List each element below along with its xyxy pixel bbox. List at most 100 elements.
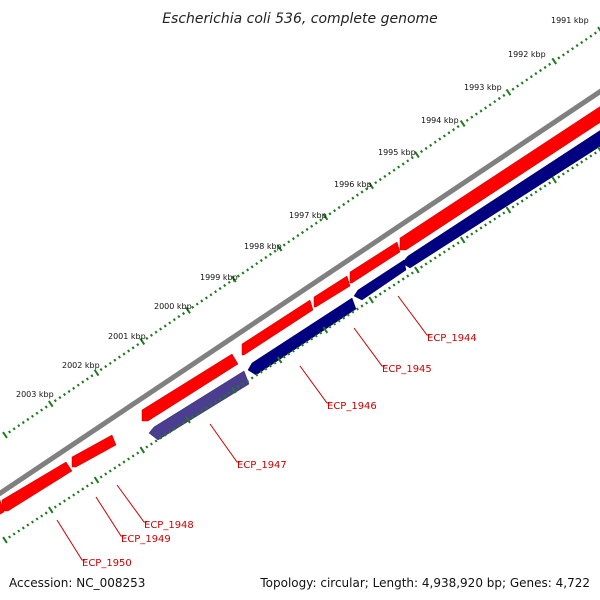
kbp-tick (62, 392, 67, 397)
inner-tick (575, 163, 579, 167)
kbp-tick (597, 26, 600, 32)
inner-tick (465, 235, 469, 239)
kbp-tick (365, 187, 369, 191)
kbp-tick (191, 305, 195, 309)
inner-tick (447, 247, 451, 251)
kbp-tick (149, 333, 153, 337)
kbp-tick (195, 302, 199, 306)
kbp-label-1996: 1996 kbp (334, 180, 372, 189)
inner-tick (53, 505, 57, 509)
inner-tick (497, 214, 501, 218)
kbp-tick (374, 181, 378, 185)
kbp-tick (479, 109, 483, 113)
inner-tick (333, 322, 337, 326)
kbp-tick (452, 128, 456, 132)
inner-tick (368, 296, 374, 304)
kbp-tick (333, 209, 337, 213)
kbp-tick (534, 72, 538, 76)
inner-tick (85, 484, 89, 488)
kbp-tick (419, 149, 424, 154)
inner-tick (185, 416, 191, 424)
kbp-tick (264, 255, 268, 259)
inner-tick (108, 469, 112, 473)
kbp-tick (255, 262, 259, 266)
leader-ECP_1948 (116, 484, 147, 523)
kbp-tick (337, 206, 341, 210)
kbp-tick (282, 243, 286, 247)
gene-label-ECP_1948: ECP_1948 (144, 520, 194, 531)
inner-tick (99, 475, 103, 479)
inner-tick (584, 157, 588, 161)
inner-tick (273, 361, 277, 365)
inner-tick (200, 409, 204, 413)
kbp-tick (410, 156, 414, 160)
kbp-tick (117, 355, 121, 359)
inner-tick (314, 334, 318, 338)
inner-tick (346, 313, 350, 317)
kbp-label-2003: 2003 kbp (16, 390, 54, 399)
kbp-tick (505, 88, 512, 96)
inner-tick (136, 451, 140, 455)
inner-tick (236, 385, 240, 389)
kbp-tick (493, 100, 497, 104)
inner-tick (227, 391, 231, 395)
kbp-tick (383, 174, 387, 178)
kbp-tick (26, 417, 30, 421)
leader-ECP_1946 (299, 365, 330, 404)
kbp-tick (314, 221, 318, 225)
inner-tick (529, 193, 533, 197)
kbp-tick (259, 258, 263, 263)
inner-tick (282, 355, 286, 359)
kbp-tick (511, 87, 515, 91)
inner-tick (218, 397, 222, 401)
inner-tick (21, 526, 25, 530)
kbp-tick (575, 44, 579, 48)
kbp-tick (459, 120, 466, 127)
inner-tick (172, 427, 176, 431)
forward-gene-arrow (241, 299, 314, 356)
inner-tick (40, 514, 44, 518)
kbp-tick (227, 280, 231, 284)
inner-tick (484, 223, 488, 227)
inner-tick (328, 325, 332, 329)
inner-tick (76, 490, 80, 494)
kbp-tick (300, 230, 305, 235)
inner-tick (374, 295, 378, 299)
kbp-tick (200, 299, 204, 303)
kbp-tick (593, 31, 597, 35)
kbp-tick (429, 143, 433, 147)
kbp-tick (470, 115, 474, 119)
gene-ECP_1948 (71, 434, 117, 468)
kbp-tick (122, 352, 126, 356)
inner-tick (397, 280, 401, 284)
kbp-tick (351, 196, 355, 200)
kbp-tick (93, 369, 100, 377)
kbp-tick (424, 146, 428, 150)
inner-tick (250, 376, 254, 380)
kbp-label-1997: 1997 kbp (289, 211, 327, 220)
inner-tick (342, 316, 346, 320)
kbp-tick (113, 358, 117, 362)
inner-tick (470, 232, 474, 236)
kbp-tick (456, 125, 460, 129)
inner-tick (360, 304, 364, 308)
kbp-label-1995: 1995 kbp (378, 148, 416, 157)
inner-tick (505, 206, 512, 214)
kbp-tick (81, 380, 85, 384)
kbp-tick (131, 346, 135, 350)
accession-text: Accession: NC_008253 (9, 576, 146, 590)
inner-tick (163, 433, 167, 437)
inner-tick (310, 337, 314, 341)
inner-tick (117, 463, 121, 467)
inner-tick (538, 187, 543, 191)
kbp-tick (35, 411, 39, 415)
inner-tick (131, 454, 135, 458)
kbp-tick (12, 427, 16, 431)
inner-tick (209, 403, 213, 407)
inner-tick (502, 211, 506, 215)
kbp-tick (17, 424, 21, 428)
gene-ECP_1947-forward-block (141, 353, 239, 422)
inner-tick (516, 202, 520, 206)
inner-tick (159, 436, 163, 440)
kbp-tick (502, 93, 506, 97)
